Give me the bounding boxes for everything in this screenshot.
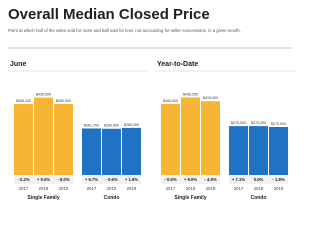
value-label: $399,120 (16, 99, 31, 103)
x-tick-label: 2019 (274, 186, 284, 191)
bar (161, 103, 180, 175)
change-label: - 4.9% (204, 177, 216, 182)
value-label: $415,000 (203, 96, 218, 100)
x-tick-label: 2018 (39, 186, 49, 191)
bar (122, 127, 141, 175)
change-strip (161, 175, 220, 184)
value-label: $400,000 (163, 99, 178, 103)
panel-title: June (10, 61, 26, 68)
group-label: Condo (104, 195, 120, 201)
change-strip (229, 175, 288, 184)
group-label: Condo (251, 195, 267, 201)
value-label: $270,000 (271, 122, 286, 126)
change-strip (14, 175, 73, 184)
change-label: + 9.0% (37, 177, 50, 182)
x-tick-label: 2017 (166, 186, 176, 191)
change-label: + 6.7% (85, 177, 98, 182)
bar (229, 126, 248, 175)
x-tick-label: 2019 (59, 186, 69, 191)
panel-title: Year-to-Date (157, 61, 198, 68)
bar (34, 97, 53, 175)
bar (54, 103, 73, 175)
value-label: $265,000 (124, 123, 139, 127)
change-label: - 0.2% (17, 177, 29, 182)
change-label: + 1.9% (125, 177, 138, 182)
x-tick-label: 2018 (254, 186, 264, 191)
bar (269, 127, 288, 175)
value-label: $400,000 (56, 99, 71, 103)
x-tick-label: 2017 (234, 186, 244, 191)
group-label: Single Family (27, 195, 59, 201)
bar (249, 126, 268, 175)
bar (82, 128, 101, 175)
bar (102, 128, 121, 175)
page-subtitle: Point at which half of the sales sold fo… (8, 28, 241, 33)
value-label: $260,000 (104, 124, 119, 128)
change-label: - 1.8% (272, 177, 284, 182)
value-label: $435,000 (36, 93, 51, 97)
change-strip (82, 175, 141, 184)
value-label: $275,000 (231, 121, 246, 125)
change-label: 0.0% (254, 177, 264, 182)
bar (14, 104, 33, 175)
change-label: - 0.5% (164, 177, 176, 182)
value-label: $261,700 (84, 123, 99, 127)
x-tick-label: 2017 (87, 186, 97, 191)
x-tick-label: 2019 (206, 186, 216, 191)
value-label: $436,250 (183, 92, 198, 96)
bar (201, 101, 220, 175)
x-tick-label: 2018 (186, 186, 196, 191)
change-label: + 9.0% (184, 177, 197, 182)
change-label: + 7.1% (232, 177, 245, 182)
group-label: Single Family (174, 195, 206, 201)
change-label: - 8.0% (57, 177, 69, 182)
x-tick-label: 2017 (19, 186, 29, 191)
x-tick-label: 2018 (107, 186, 117, 191)
chart: Overall Median Closed Price Point at whi… (8, 5, 295, 201)
x-tick-label: 2019 (127, 186, 137, 191)
change-label: - 0.6% (105, 177, 117, 182)
page-title: Overall Median Closed Price (8, 6, 210, 23)
bar (181, 97, 200, 175)
value-label: $275,000 (251, 121, 266, 125)
